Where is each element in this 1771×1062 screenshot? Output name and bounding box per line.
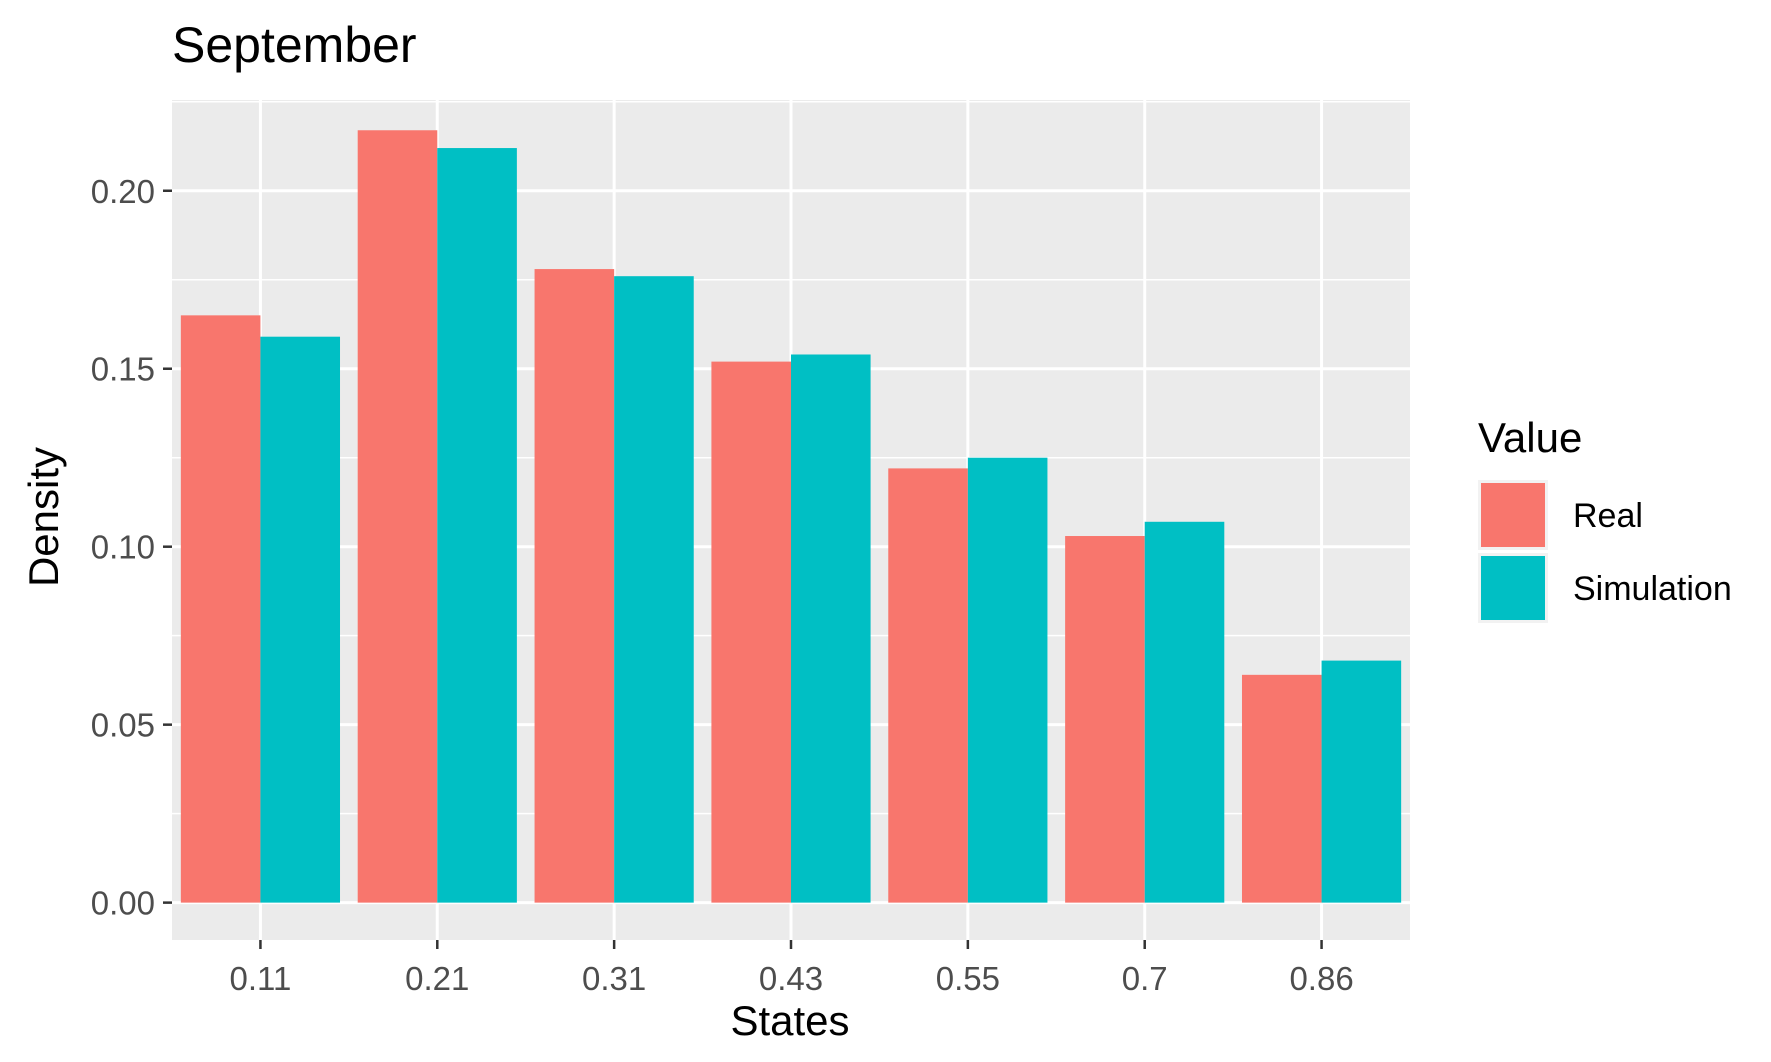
- bar-real-0.7: [1065, 536, 1145, 903]
- bar-simulation-0.11: [260, 336, 341, 903]
- bar-real-0.11: [180, 315, 261, 903]
- x-tick-label: 0.43: [759, 960, 823, 997]
- legend-label-real: Real: [1573, 497, 1643, 535]
- legend: Value Real Simulation: [1478, 414, 1732, 623]
- bar-simulation-0.43: [791, 354, 871, 903]
- bar-real-0.43: [711, 361, 791, 903]
- bar-real-0.86: [1241, 674, 1322, 903]
- bar-real-0.31: [534, 269, 615, 903]
- x-axis: 0.11 0.21 0.31 0.43 0.55 0.7 0.86: [230, 940, 1354, 997]
- legend-items: Real Simulation: [1478, 480, 1732, 623]
- x-axis-title: States: [730, 997, 849, 1044]
- y-axis-title: Density: [20, 447, 67, 587]
- x-tick-label: 0.31: [582, 960, 646, 997]
- bar-real-0.21: [357, 130, 438, 903]
- bar-simulation-0.86: [1321, 660, 1402, 903]
- bars: [180, 130, 1402, 903]
- bar-simulation-0.31: [614, 276, 694, 903]
- y-tick-label: 0.20: [91, 173, 155, 210]
- legend-swatch-real: [1481, 483, 1545, 547]
- x-tick-label: 0.21: [405, 960, 469, 997]
- legend-swatch-simulation: [1481, 556, 1545, 620]
- legend-title: Value: [1478, 414, 1582, 461]
- y-tick-label: 0.00: [91, 885, 155, 922]
- y-tick-label: 0.15: [91, 351, 155, 388]
- y-tick-label: 0.10: [91, 529, 155, 566]
- x-tick-label: 0.11: [230, 960, 292, 997]
- bar-simulation-0.21: [437, 148, 517, 903]
- x-tick-label: 0.55: [936, 960, 1000, 997]
- legend-label-simulation: Simulation: [1573, 570, 1732, 608]
- y-tick-label: 0.05: [91, 707, 155, 744]
- bar-simulation-0.55: [967, 457, 1048, 903]
- y-axis: 0.00 0.05 0.10 0.15 0.20: [91, 173, 172, 922]
- chart-title: September: [172, 17, 417, 73]
- bar-real-0.55: [888, 468, 968, 903]
- x-tick-label: 0.86: [1289, 960, 1353, 997]
- bar-simulation-0.7: [1144, 521, 1225, 903]
- x-tick-label: 0.7: [1122, 960, 1168, 997]
